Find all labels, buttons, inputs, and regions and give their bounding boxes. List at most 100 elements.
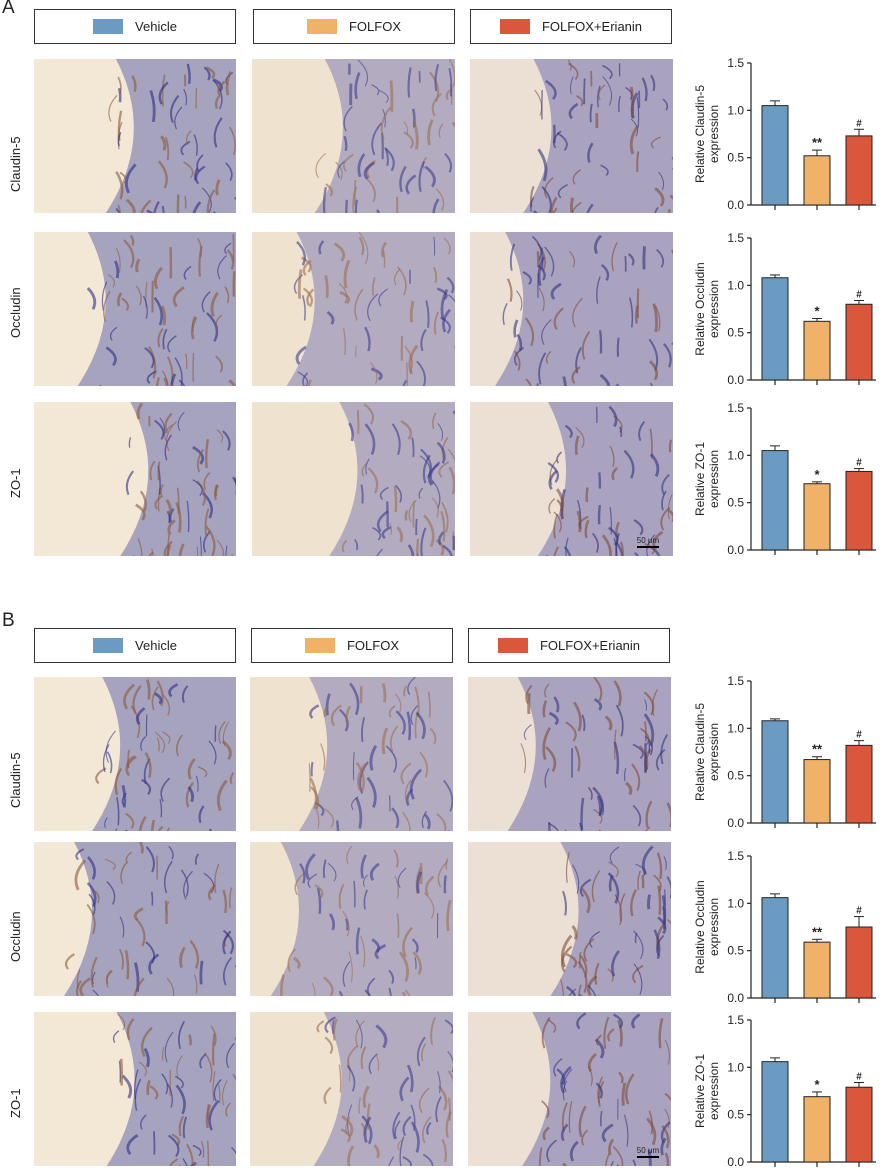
y-tick-label: 1.5: [727, 231, 744, 245]
micrograph-structure: [309, 763, 310, 791]
micrograph-structure: [395, 486, 396, 512]
micrograph-structure: [208, 1141, 209, 1166]
legend-swatch-folfox-erianin: [498, 638, 528, 653]
micrograph-folfox-claudin5-b: [250, 677, 453, 831]
micrograph-vehicle-claudin5-a: [34, 59, 236, 213]
micrograph-vehicle-zo1-a: [34, 402, 236, 556]
micrograph-structure: [406, 510, 407, 520]
significance-mark: #: [856, 118, 862, 129]
scale-bar-b: 50 μm: [633, 1146, 663, 1158]
micrograph-structure: [346, 200, 347, 213]
significance-mark: **: [812, 135, 823, 150]
micrograph-folfox-zo1-a: [252, 402, 455, 556]
panel-letter-b: B: [2, 610, 15, 632]
micrograph-erianin-occludin-a: [470, 232, 673, 386]
micrograph-structure: [201, 961, 202, 985]
legend-folfox-a: FOLFOX: [253, 9, 455, 44]
y-axis-label: Relative Claudin-5expression: [693, 703, 721, 801]
y-tick-label: 0.0: [727, 373, 744, 387]
y-tick-label: 1.0: [727, 1060, 744, 1074]
micrograph-structure: [631, 87, 632, 118]
significance-mark: #: [856, 906, 862, 917]
significance-mark: #: [856, 289, 862, 300]
micrograph-structure: [337, 821, 338, 831]
micrograph-structure: [454, 536, 455, 550]
y-axis-label: Relative Occludinexpression: [693, 262, 721, 355]
row-label-claudin5-a: Claudin-5: [8, 136, 23, 192]
y-axis-label-line: Relative ZO-1: [693, 442, 707, 516]
micrograph-structure: [213, 1034, 214, 1066]
micrograph-structure: [166, 901, 167, 924]
y-axis-label-line: expression: [707, 105, 721, 163]
micrograph-structure: [358, 410, 359, 434]
y-axis-label: Relative ZO-1expression: [693, 442, 721, 516]
y-tick-label: 0.5: [727, 151, 744, 165]
micrograph-vehicle-occludin-b: [34, 842, 236, 996]
micrograph-structure: [542, 247, 543, 268]
bar-folfox: [804, 942, 830, 998]
y-axis-label-line: Relative Occludin: [693, 262, 707, 355]
micrograph-structure: [599, 472, 600, 488]
bar-chart-occludin-b: Relative Occludinexpression0.00.51.01.5*…: [688, 848, 886, 1008]
micrograph-structure: [353, 752, 354, 780]
micrograph-structure: [571, 198, 572, 213]
row-label-occludin-a: Occludin: [8, 287, 23, 338]
y-axis-label: Relative Claudin-5expression: [693, 85, 721, 183]
micrograph-structure: [189, 1035, 190, 1046]
y-tick-label: 1.0: [727, 103, 744, 117]
y-tick-label: 0.5: [727, 944, 744, 958]
y-tick-label: 0.5: [727, 326, 744, 340]
significance-mark: **: [812, 742, 823, 757]
micrograph-folfox-zo1-b: [250, 1012, 453, 1166]
legend-swatch-folfox: [307, 19, 337, 34]
legend-swatch-vehicle: [93, 638, 123, 653]
bar-vehicle: [762, 721, 788, 823]
bar-folfox-erianin: [846, 1087, 872, 1162]
scale-bar-line: [637, 1156, 659, 1158]
micrograph-structure: [152, 892, 153, 906]
legend-label: FOLFOX: [347, 638, 399, 653]
micrograph-erianin-zo1-b: [468, 1012, 671, 1166]
micrograph-structure: [355, 180, 356, 206]
micrograph-vehicle-claudin5-b: [34, 677, 236, 831]
micrograph-structure: [449, 1098, 450, 1121]
micrograph-structure: [179, 1165, 180, 1166]
micrograph-structure: [152, 820, 154, 831]
micrograph-structure: [529, 693, 530, 714]
scale-bar-a: 50 μm: [633, 536, 663, 548]
micrograph-vehicle-occludin-a: [34, 232, 236, 386]
y-axis-label-line: Relative Occludin: [693, 880, 707, 973]
significance-mark: *: [814, 303, 820, 318]
legend-label: Vehicle: [135, 638, 177, 653]
micrograph-structure: [644, 246, 645, 269]
bar-folfox: [804, 1097, 830, 1162]
legend-label: FOLFOX: [349, 19, 401, 34]
y-tick-label: 0.0: [727, 991, 744, 1005]
legend-folfox-b: FOLFOX: [251, 628, 453, 663]
micrograph-erianin-claudin5-a: [470, 59, 673, 213]
significance-mark: *: [814, 467, 820, 482]
bar-folfox-erianin: [846, 745, 872, 823]
micrograph-structure: [417, 539, 418, 556]
y-axis-label-line: Relative Claudin-5: [693, 703, 707, 801]
y-tick-label: 0.0: [727, 198, 744, 212]
y-tick-label: 0.5: [727, 769, 744, 783]
micrograph-structure: [649, 895, 650, 910]
micrograph-structure: [618, 338, 619, 357]
bar-chart-claudin5-a: Relative Claudin-5expression0.00.51.01.5…: [688, 55, 886, 215]
bar-vehicle: [762, 898, 788, 998]
bar-folfox: [804, 321, 830, 380]
y-tick-label: 0.0: [727, 543, 744, 557]
micrograph-structure: [208, 1104, 209, 1120]
micrograph-structure: [637, 151, 638, 172]
row-label-zo1-a: ZO-1: [8, 468, 23, 498]
micrograph-structure: [445, 875, 446, 893]
bar-folfox-erianin: [846, 471, 872, 550]
micrograph-structure: [413, 501, 414, 528]
significance-mark: **: [812, 924, 823, 939]
y-tick-label: 0.0: [727, 816, 744, 830]
y-axis-label-line: expression: [707, 898, 721, 956]
micrograph-erianin-occludin-b: [468, 842, 671, 996]
micrograph-erianin-zo1-a: [470, 402, 673, 556]
micrograph-structure: [587, 487, 588, 502]
